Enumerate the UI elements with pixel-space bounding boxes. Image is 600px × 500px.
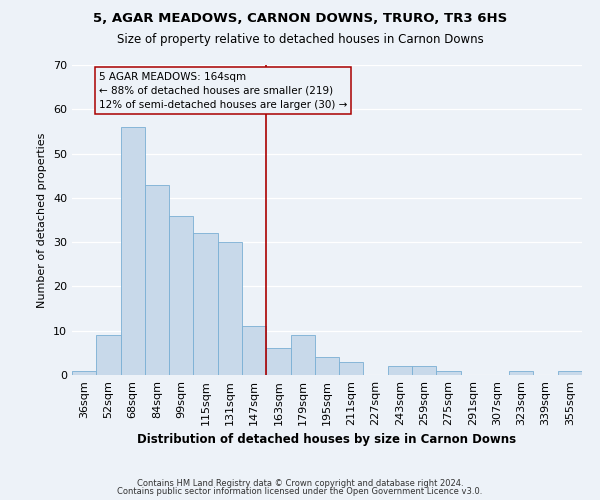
Bar [388,366,412,375]
X-axis label: Distribution of detached houses by size in Carnon Downs: Distribution of detached houses by size … [137,434,517,446]
Bar [193,234,218,375]
Bar [145,184,169,375]
Bar [315,358,339,375]
Bar [121,127,145,375]
Bar [339,362,364,375]
Text: 5, AGAR MEADOWS, CARNON DOWNS, TRURO, TR3 6HS: 5, AGAR MEADOWS, CARNON DOWNS, TRURO, TR… [93,12,507,26]
Bar [266,348,290,375]
Y-axis label: Number of detached properties: Number of detached properties [37,132,47,308]
Bar [436,370,461,375]
Bar [72,370,96,375]
Bar [558,370,582,375]
Bar [509,370,533,375]
Bar [242,326,266,375]
Bar [169,216,193,375]
Bar [218,242,242,375]
Text: Contains public sector information licensed under the Open Government Licence v3: Contains public sector information licen… [118,487,482,496]
Bar [96,335,121,375]
Text: 5 AGAR MEADOWS: 164sqm
← 88% of detached houses are smaller (219)
12% of semi-de: 5 AGAR MEADOWS: 164sqm ← 88% of detached… [99,72,347,110]
Text: Contains HM Land Registry data © Crown copyright and database right 2024.: Contains HM Land Registry data © Crown c… [137,478,463,488]
Text: Size of property relative to detached houses in Carnon Downs: Size of property relative to detached ho… [116,32,484,46]
Bar [412,366,436,375]
Bar [290,335,315,375]
